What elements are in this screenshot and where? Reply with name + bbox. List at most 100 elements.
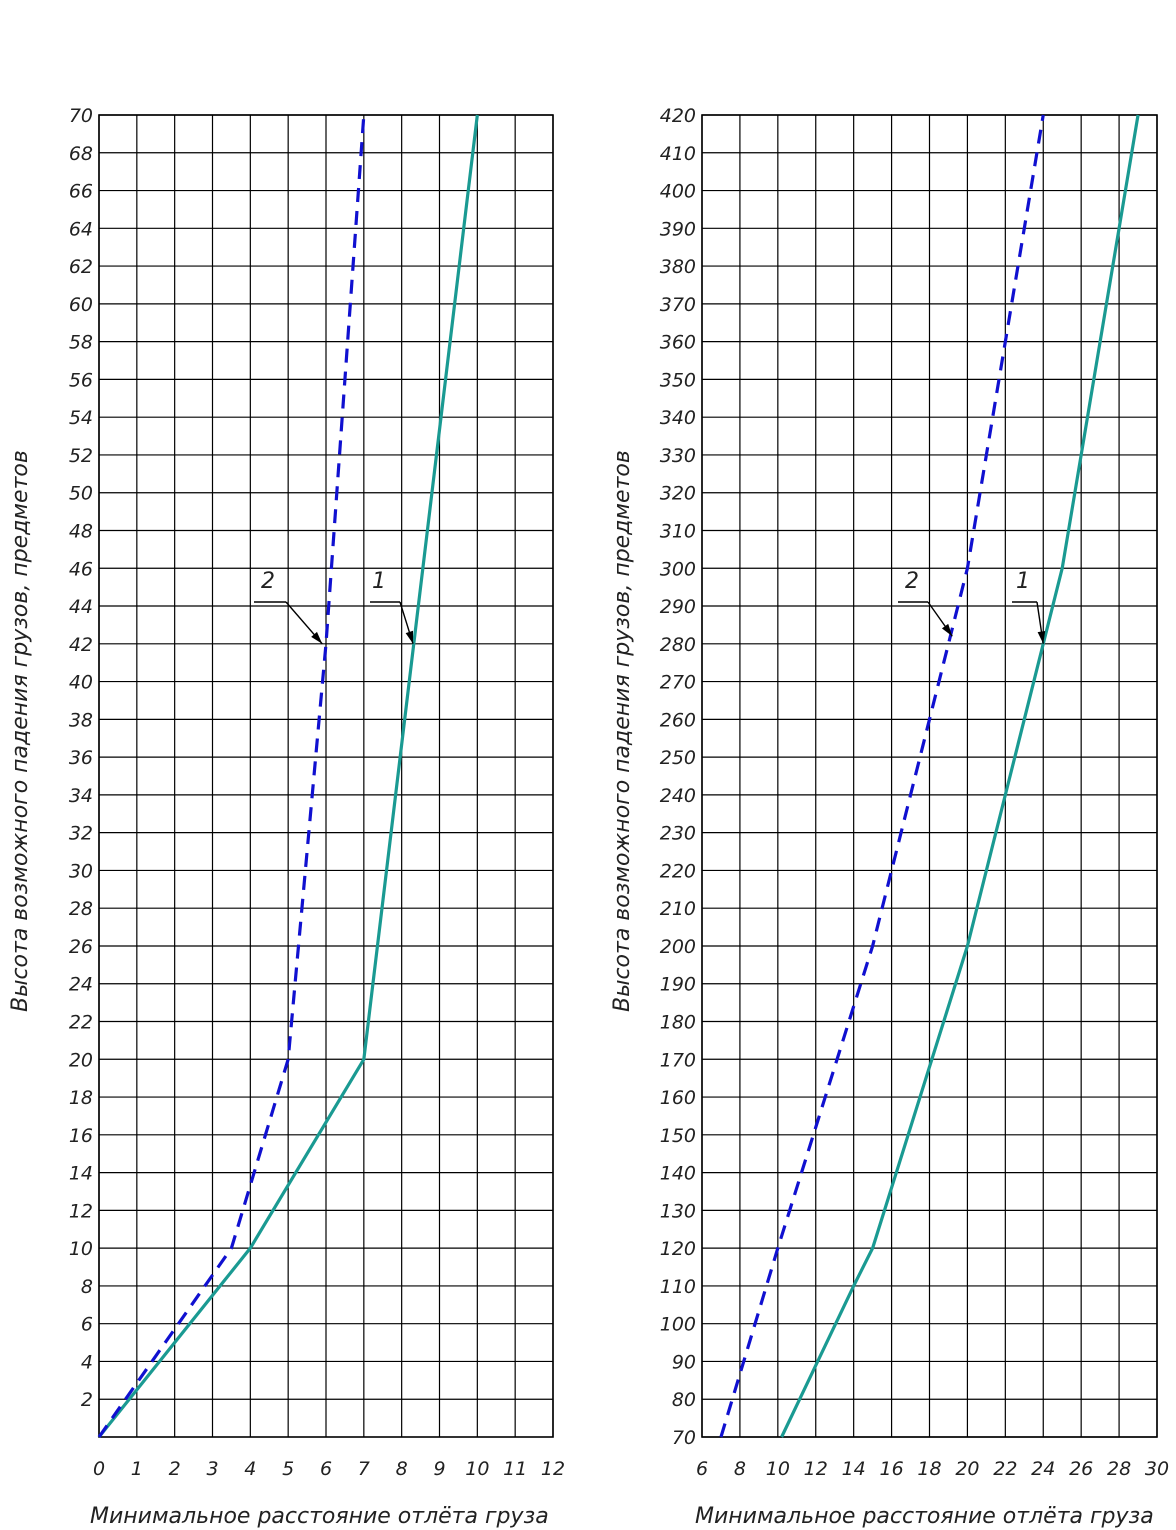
y-tick-label: 12 [69, 1200, 93, 1222]
series-line-1 [780, 114, 1140, 1438]
y-tick-label: 62 [69, 256, 93, 278]
x-tick-label: 1 [131, 1458, 143, 1480]
right-series [719, 114, 1140, 1438]
callout-arrowhead [311, 631, 323, 644]
x-tick-label: 9 [433, 1458, 445, 1480]
y-tick-label: 340 [660, 407, 696, 429]
y-tick-label: 14 [69, 1163, 93, 1185]
left-series [97, 114, 479, 1439]
x-tick-label: 18 [917, 1458, 941, 1480]
x-tick-label: 10 [465, 1458, 489, 1480]
right-y-axis-title: Высота возможного падения грузов, предме… [610, 450, 635, 1012]
y-tick-label: 4 [81, 1351, 93, 1373]
y-tick-label: 280 [660, 634, 696, 656]
y-tick-label: 56 [69, 369, 93, 391]
x-tick-label: 6 [320, 1458, 332, 1480]
right-chart: 6 8 10 12 14 16 18 20 22 24 26 28 30 708090100110120… [610, 105, 1169, 1529]
y-tick-label: 52 [69, 445, 93, 467]
y-tick-label: 18 [69, 1087, 93, 1109]
x-tick-label: 14 [842, 1458, 866, 1480]
y-tick-label: 350 [660, 369, 696, 391]
callout-arrowhead [941, 623, 953, 637]
series-line-2 [719, 114, 1045, 1438]
y-tick-label: 36 [69, 747, 93, 769]
y-tick-label: 26 [69, 936, 93, 958]
y-tick-label: 240 [660, 785, 696, 807]
x-tick-label: 8 [396, 1458, 408, 1480]
series-line-1 [97, 114, 479, 1439]
y-tick-label: 28 [69, 898, 93, 920]
x-tick-label: 2 [169, 1458, 181, 1480]
y-tick-label: 34 [69, 785, 93, 807]
y-tick-label: 330 [660, 445, 696, 467]
y-tick-label: 46 [69, 558, 93, 580]
x-tick-label: 6 [696, 1458, 708, 1480]
x-tick-label: 24 [1031, 1458, 1055, 1480]
y-tick-label: 48 [69, 520, 93, 542]
y-tick-label: 66 [69, 181, 93, 203]
y-tick-label: 68 [69, 143, 93, 165]
y-tick-label: 180 [660, 1012, 696, 1034]
y-tick-label: 150 [660, 1125, 696, 1147]
y-tick-label: 420 [660, 105, 696, 127]
y-tick-label: 360 [660, 332, 696, 354]
right-y-tick-labels: 70 80 90 100 110 120 130 140 150 160 170 180 190 200 2… [660, 105, 696, 1449]
y-tick-label: 160 [660, 1087, 696, 1109]
y-tick-label: 370 [660, 294, 696, 316]
y-tick-label: 10 [69, 1238, 93, 1260]
y-tick-label: 90 [672, 1351, 696, 1373]
x-tick-label: 8 [734, 1458, 746, 1480]
y-tick-label: 190 [660, 974, 696, 996]
y-tick-label: 60 [69, 294, 93, 316]
y-tick-label: 40 [69, 672, 93, 694]
x-tick-label: 22 [993, 1458, 1017, 1480]
left-plot-frame [98, 114, 554, 1438]
right-x-tick-labels: 6 8 10 12 14 16 18 20 22 24 26 28 30 [696, 1458, 1169, 1480]
y-tick-label: 100 [660, 1314, 696, 1336]
y-tick-label: 380 [660, 256, 696, 278]
y-tick-label: 70 [672, 1427, 696, 1449]
y-tick-label: 58 [69, 332, 93, 354]
x-tick-label: 3 [206, 1458, 218, 1480]
y-tick-label: 20 [69, 1049, 93, 1071]
callout-label-2: 2 [905, 569, 919, 594]
x-tick-label: 28 [1107, 1458, 1131, 1480]
y-tick-label: 230 [660, 823, 696, 845]
y-tick-label: 390 [660, 218, 696, 240]
y-tick-label: 70 [69, 105, 93, 127]
callout-arrowhead [1037, 630, 1046, 644]
x-tick-label: 0 [93, 1458, 105, 1480]
y-tick-label: 140 [660, 1163, 696, 1185]
x-tick-label: 12 [804, 1458, 828, 1480]
y-tick-label: 400 [660, 181, 696, 203]
y-tick-label: 38 [69, 709, 93, 731]
y-tick-label: 50 [69, 483, 93, 505]
y-tick-label: 8 [81, 1276, 93, 1298]
x-tick-label: 4 [244, 1458, 256, 1480]
y-tick-label: 270 [660, 672, 696, 694]
left-grid [98, 114, 554, 1437]
callout-label-1: 1 [1016, 569, 1030, 594]
y-tick-label: 6 [81, 1314, 93, 1336]
callout-arrowhead [405, 630, 414, 644]
y-tick-label: 16 [69, 1125, 93, 1147]
left-y-tick-labels: 2468101214161820222426283032343638404244… [69, 105, 93, 1411]
callout-label-2: 2 [261, 569, 275, 594]
y-tick-label: 80 [672, 1389, 696, 1411]
y-tick-label: 260 [660, 709, 696, 731]
right-callouts: 12 [898, 569, 1046, 644]
y-tick-label: 22 [69, 1012, 93, 1034]
x-tick-label: 5 [282, 1458, 294, 1480]
x-tick-label: 30 [1145, 1458, 1169, 1480]
y-tick-label: 24 [69, 974, 93, 996]
y-tick-label: 310 [660, 520, 696, 542]
x-tick-label: 11 [503, 1458, 527, 1480]
y-tick-label: 44 [69, 596, 93, 618]
series-line-2 [97, 114, 366, 1438]
callout-label-1: 1 [372, 569, 386, 594]
y-tick-label: 42 [69, 634, 93, 656]
y-tick-label: 54 [69, 407, 93, 429]
y-tick-label: 210 [660, 898, 696, 920]
left-x-tick-labels: 0 1 2 3 4 5 6 7 8 9 10 11 12 [93, 1458, 565, 1480]
